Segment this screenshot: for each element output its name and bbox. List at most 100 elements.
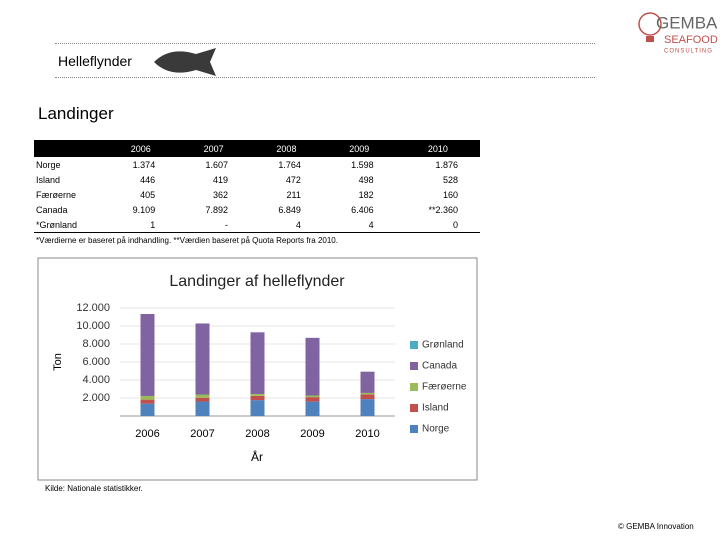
bar-segment [305, 395, 320, 398]
table-cell: 182 [358, 189, 374, 200]
bar-segment [360, 392, 375, 395]
table-cell: 472 [285, 174, 301, 185]
x-tick-label: 2007 [190, 428, 214, 440]
table-cell: 1.876 [435, 159, 458, 170]
bar-segment [195, 401, 210, 416]
bar-segment [360, 399, 375, 416]
table-cell: 4 [250, 217, 323, 233]
bar-segment [140, 399, 155, 404]
table-row: Færøerne 405 362 211 182 160 [34, 187, 480, 202]
table-cell: 7.892 [205, 204, 229, 215]
header-cell: 2006 [104, 140, 178, 157]
table-cell: 9.109 [132, 204, 156, 215]
header-cell: 2007 [177, 140, 251, 157]
bar-segment [195, 394, 210, 398]
bar-segment [305, 397, 320, 402]
bar-segment [360, 371, 375, 393]
header-cell [34, 140, 105, 157]
bar-segment [360, 394, 375, 400]
table-cell: Norge [36, 159, 61, 170]
table-cell: 6.406 [351, 204, 374, 215]
legend-swatch [410, 383, 418, 391]
header-cell: 2008 [250, 140, 323, 157]
logo-bulb [638, 12, 662, 36]
divider [55, 77, 595, 78]
bar-segment [250, 332, 265, 394]
bar-segment [250, 395, 265, 401]
table-row: Island 446 419 472 498 528 [34, 172, 480, 187]
fish-icon [154, 48, 216, 76]
legend-swatch [410, 362, 418, 370]
table-cell: 0 [395, 217, 480, 233]
y-tick-label: 2.000 [82, 392, 110, 404]
table-cell: 419 [213, 174, 229, 185]
table-cell: 362 [213, 189, 229, 200]
logo: GEMBA SEAFOOD CONSULTING [638, 12, 718, 55]
chart-title: Landinger af helleflynder [169, 273, 345, 290]
y-tick-label: 6.000 [82, 356, 110, 368]
y-tick-label: 4.000 [82, 374, 110, 386]
logo-bulb-base [646, 36, 654, 42]
bar-segment [305, 337, 320, 396]
logo-text: CONSULTING [664, 49, 713, 55]
bar-segment [140, 395, 155, 400]
logo-text: GEMBA [656, 13, 718, 32]
y-axis-label: Ton [52, 353, 64, 371]
bar-segment [140, 313, 155, 396]
y-tick-label: 12.000 [76, 302, 110, 314]
x-tick-label: 2006 [135, 428, 159, 440]
table-cell: 6.849 [278, 204, 301, 215]
legend-label: Grønland [422, 340, 464, 351]
table-cell: 1 [104, 217, 178, 233]
header-cell: 2009 [322, 140, 396, 157]
x-axis-label: År [251, 449, 263, 464]
legend-swatch [410, 341, 418, 349]
bar-segment [195, 323, 210, 395]
bar-segment [305, 401, 320, 416]
table-cell: 498 [358, 174, 374, 185]
table-cell: 211 [286, 189, 301, 200]
table-cell: Færøerne [36, 189, 77, 200]
x-tick-label: 2008 [245, 428, 269, 440]
table-cell: 160 [442, 189, 458, 200]
data-table: 2006 2007 2008 2009 2010 Norge 1.374 1.607 1.764… [34, 140, 480, 233]
logo-text: SEAFOOD [664, 34, 718, 46]
table-cell: 528 [442, 174, 458, 185]
legend-label: Færøerne [422, 382, 467, 393]
table-cell: *Grønland [34, 217, 105, 233]
footnote: *Værdierne er baseret på indhandling. **… [36, 236, 338, 245]
x-tick-label: 2009 [300, 428, 324, 440]
table-cell: 405 [140, 189, 156, 200]
table-cell: Island [36, 174, 61, 185]
table-cell: 446 [140, 174, 156, 185]
table-cell: - [177, 217, 251, 233]
y-tick-label: 8.000 [82, 338, 110, 350]
table-cell: 1.374 [132, 159, 156, 170]
legend-swatch [410, 404, 418, 412]
table-row: *Grønland 1-4 4 0 [34, 217, 480, 233]
table-cell: 1.607 [205, 159, 229, 170]
bar-segment [140, 403, 155, 416]
x-tick-label: 2010 [355, 428, 379, 440]
legend-swatch [410, 425, 418, 433]
title: Helleflynder [58, 53, 132, 69]
bar-segment [195, 397, 210, 402]
y-tick-label: 10.000 [76, 320, 110, 332]
legend-label: Island [422, 403, 449, 414]
legend-label: Canada [422, 361, 457, 372]
table-row: Canada 9.109 7.892 6.849 6.406 **2.360 [34, 202, 480, 217]
source: Kilde: Nationale statistikker. [45, 484, 143, 493]
table-cell: 4 [322, 217, 396, 233]
section-title: Landinger [38, 104, 114, 123]
table-cell: 1.764 [278, 159, 301, 170]
header-cell: 2010 [395, 140, 480, 157]
table-cell: 1.598 [351, 159, 374, 170]
table-cell: Canada [36, 204, 68, 215]
fish [154, 48, 216, 76]
legend-label: Norge [422, 424, 450, 435]
bar-segment [250, 400, 265, 416]
table-row: Norge 1.374 1.607 1.764 1.598 1.876 [34, 157, 480, 172]
table-cell: **2.360 [428, 204, 458, 215]
